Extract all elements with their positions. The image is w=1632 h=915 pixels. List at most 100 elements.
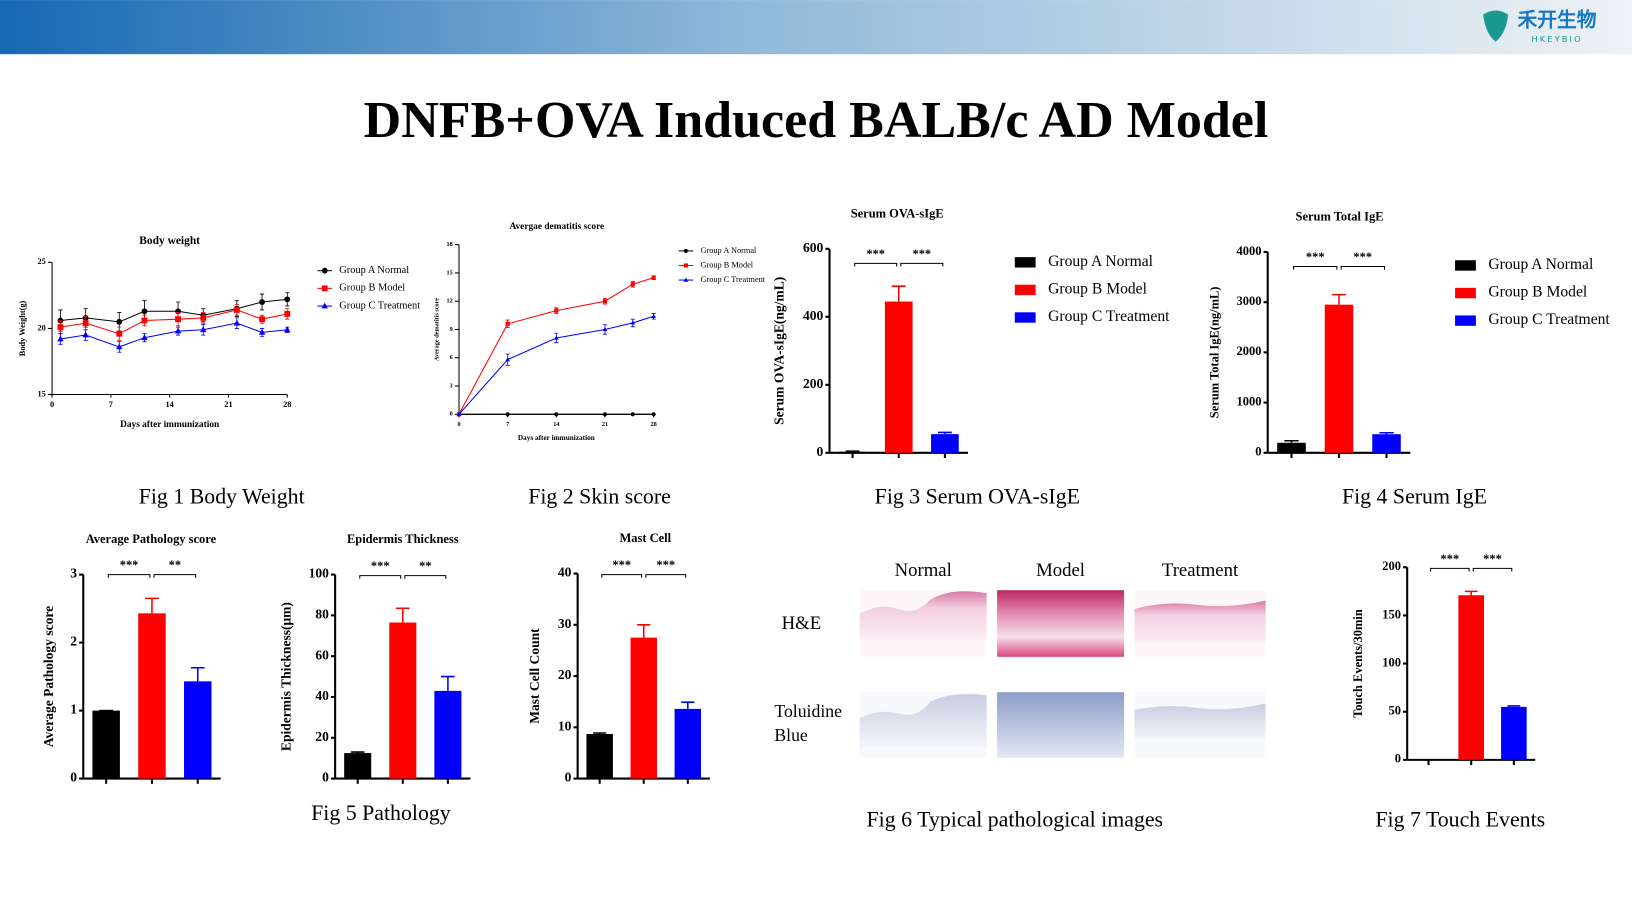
significance-bracket — [359, 575, 402, 579]
bar — [344, 753, 372, 779]
image-panel: Normal Model Treatment H&E Toluidine Blu… — [774, 560, 1266, 758]
logo-text: 禾开生物 — [1518, 8, 1597, 31]
significance-label: *** — [371, 559, 390, 573]
y-tick-label: 200 — [803, 376, 824, 391]
figure-caption: Fig 3 Serum OVA-sIgE — [875, 485, 1080, 509]
legend-label: Group C Treatment — [1048, 308, 1170, 325]
significance-label: *** — [1353, 250, 1372, 264]
y-tick-label: 80 — [315, 607, 329, 622]
bar — [1324, 304, 1354, 453]
x-tick-label: 7 — [109, 400, 113, 409]
logo-subtext: HKEYBIO — [1531, 34, 1582, 44]
significance-label: *** — [120, 558, 139, 572]
data-point — [630, 320, 636, 325]
y-tick-label: 25 — [37, 257, 45, 266]
data-point — [141, 308, 148, 315]
data-point — [456, 411, 462, 416]
y-tick-label: 15 — [37, 389, 45, 398]
legend-label: Group B Model — [1488, 284, 1588, 301]
y-tick-label: 3 — [450, 382, 453, 389]
row-label: Toluidine Blue — [774, 701, 842, 746]
y-tick-label: 18 — [447, 241, 453, 248]
tissue-image — [859, 591, 987, 641]
significance-bracket — [107, 574, 151, 578]
legend-swatch — [1455, 287, 1476, 299]
data-point — [651, 412, 656, 417]
y-tick-label: 15 — [447, 269, 453, 276]
y-tick-label: 1 — [70, 702, 77, 717]
y-tick-label: 0 — [1395, 752, 1401, 766]
error-bar — [593, 732, 607, 734]
data-point — [233, 307, 240, 313]
y-tick-label: 2000 — [1237, 344, 1262, 358]
data-point — [284, 296, 291, 303]
legend-label: Group A Normal — [700, 246, 757, 255]
figure-caption: Fig 1 Body Weight — [139, 485, 305, 509]
y-tick-label: 0 — [817, 444, 824, 459]
x-tick-label: 21 — [224, 400, 232, 409]
y-tick-label: 9 — [450, 326, 453, 333]
data-point — [651, 313, 656, 318]
x-tick-label: 0 — [457, 421, 460, 428]
data-point — [259, 299, 265, 305]
data-point — [602, 299, 608, 304]
y-tick-label: 20 — [315, 729, 329, 744]
row-label: H&E — [782, 613, 822, 634]
y-tick-label: 50 — [1388, 704, 1400, 718]
y-tick-label: 12 — [447, 298, 453, 305]
legend-label: Group A Normal — [1488, 256, 1594, 273]
data-point — [200, 314, 207, 321]
legend-label: Group C Treatment — [339, 300, 420, 311]
data-point — [174, 327, 182, 334]
data-point — [258, 328, 266, 335]
y-tick-label: 600 — [803, 240, 824, 255]
significance-bracket — [601, 574, 643, 578]
bar — [434, 690, 462, 779]
data-point — [284, 310, 291, 317]
bar — [838, 451, 867, 453]
data-point — [505, 357, 510, 362]
chart-title: Avergae dematitis score — [509, 222, 604, 232]
bar — [674, 708, 702, 779]
error-bar — [1464, 590, 1478, 596]
tissue-image — [859, 694, 987, 748]
chart-title: Body weight — [139, 235, 200, 247]
legend-label: Group B Model — [1048, 281, 1148, 298]
chart-title: Mast Cell — [620, 531, 672, 545]
x-tick-label: 0 — [50, 400, 54, 409]
error-bar — [350, 751, 365, 754]
y-tick-label: 0 — [565, 770, 572, 785]
y-tick-label: 30 — [558, 616, 572, 631]
chart: Average Pathology score Average Pathology… — [41, 532, 221, 785]
error-bar — [396, 607, 410, 623]
legend-label: Group B Model — [339, 283, 405, 294]
data-point — [82, 331, 89, 338]
bar — [884, 301, 913, 453]
column-label: Normal — [895, 560, 952, 581]
y-tick-label: 20 — [558, 667, 572, 682]
data-point — [116, 343, 123, 350]
chart-title: Epidermis Thickness — [347, 532, 459, 546]
significance-bracket — [404, 575, 447, 579]
y-tick-label: 150 — [1382, 607, 1401, 621]
y-tick-label: 0 — [70, 770, 77, 785]
legend-marker — [683, 263, 688, 268]
significance-label: *** — [1483, 552, 1502, 566]
tissue-image — [1134, 600, 1266, 643]
figure-caption: Fig 7 Touch Events — [1375, 807, 1545, 831]
error-bar — [1284, 439, 1299, 443]
data-point — [505, 412, 510, 417]
series-line — [458, 315, 654, 415]
bar — [586, 733, 613, 779]
significance-bracket — [900, 262, 944, 267]
data-point — [630, 282, 635, 287]
data-point — [284, 326, 291, 333]
y-tick-label: 40 — [315, 688, 329, 703]
error-bar — [1379, 431, 1394, 435]
series-line — [60, 309, 288, 335]
y-tick-label: 40 — [558, 565, 572, 580]
column-label: Model — [1036, 560, 1085, 581]
y-tick-label: 200 — [1382, 559, 1401, 573]
y-tick-label: 60 — [315, 647, 329, 662]
logo: 禾开生物 HKEYBIO — [1483, 8, 1597, 44]
